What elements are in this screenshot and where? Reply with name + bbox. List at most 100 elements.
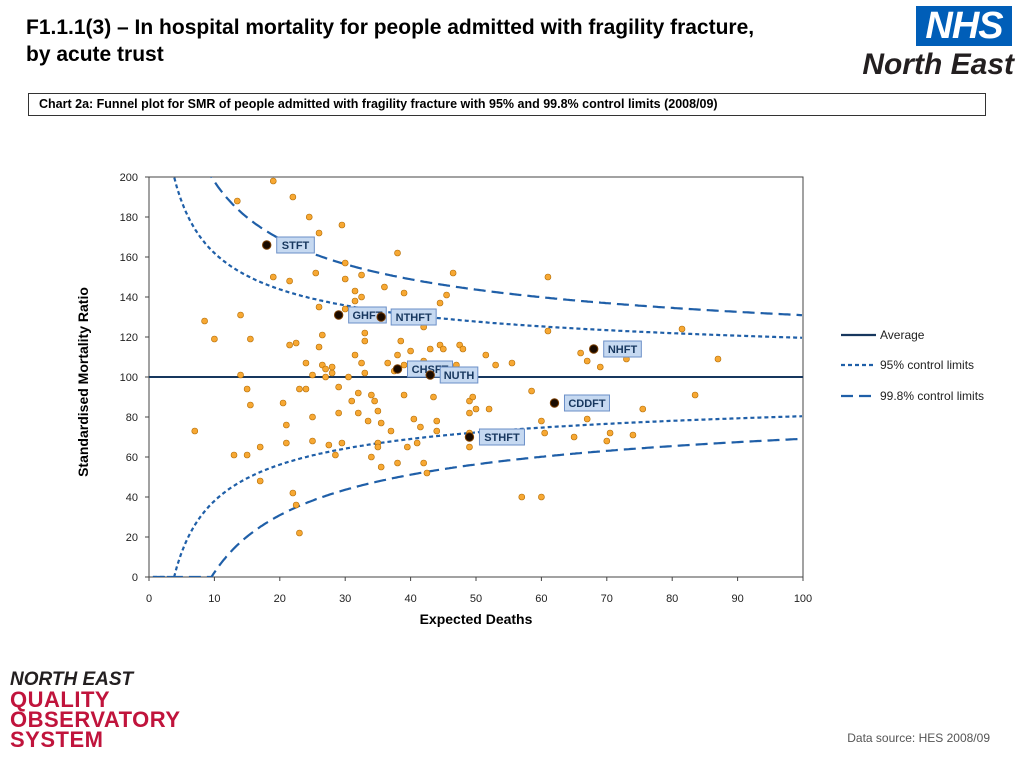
data-point bbox=[283, 439, 290, 447]
data-point bbox=[211, 335, 218, 343]
data-point bbox=[377, 419, 385, 427]
qos-logo-line-1: NORTH EAST bbox=[10, 669, 134, 690]
y-tick-label: 140 bbox=[120, 292, 138, 304]
highlight-point-ghft bbox=[333, 310, 344, 320]
data-point bbox=[305, 213, 313, 221]
data-point bbox=[570, 433, 578, 441]
data-point bbox=[348, 397, 356, 405]
data-point bbox=[400, 289, 408, 297]
data-point bbox=[629, 431, 637, 439]
nhs-north-east-logo: NHS North East bbox=[848, 6, 1018, 86]
data-point bbox=[400, 361, 408, 369]
slide-title-line-1: F1.1.1(3) – In hospital mortality for pe… bbox=[26, 16, 755, 39]
y-tick-label: 100 bbox=[120, 372, 138, 384]
data-point bbox=[472, 405, 480, 413]
data-point bbox=[544, 273, 552, 281]
x-axis-title: Expected Deaths bbox=[420, 611, 533, 627]
data-point bbox=[364, 417, 372, 425]
data-point bbox=[354, 409, 362, 417]
data-point bbox=[256, 477, 264, 485]
data-point bbox=[286, 341, 293, 349]
slide-title-line-2: by acute trust bbox=[26, 43, 164, 66]
data-point bbox=[309, 371, 316, 379]
control-limit-upper-long-dash bbox=[210, 177, 803, 317]
qos-logo-line-4: SYSTEM bbox=[10, 727, 104, 752]
data-point bbox=[302, 359, 310, 367]
data-point bbox=[583, 415, 591, 423]
data-point bbox=[397, 337, 405, 345]
highlight-point-stft bbox=[262, 240, 272, 250]
data-point bbox=[384, 359, 392, 367]
highlight-point-chsft bbox=[392, 364, 403, 374]
data-point bbox=[237, 371, 244, 379]
data-point bbox=[417, 423, 424, 431]
data-point bbox=[233, 197, 241, 205]
data-point bbox=[328, 363, 336, 371]
data-point bbox=[361, 369, 369, 377]
data-point bbox=[508, 359, 516, 367]
data-point bbox=[269, 177, 277, 185]
data-point bbox=[354, 389, 362, 397]
highlight-point-cddft bbox=[549, 398, 560, 408]
trust-label: GHFT bbox=[352, 310, 382, 322]
data-point bbox=[426, 345, 434, 353]
y-tick-label: 160 bbox=[120, 252, 138, 264]
trust-label: STHFT bbox=[484, 432, 520, 444]
trust-label: NUTH bbox=[444, 370, 475, 382]
data-point bbox=[319, 331, 326, 339]
y-tick-label: 40 bbox=[126, 492, 138, 504]
data-point bbox=[309, 437, 316, 445]
trust-label-box bbox=[348, 306, 387, 324]
data-point bbox=[325, 441, 333, 449]
x-tick-label: 50 bbox=[470, 593, 482, 605]
data-point bbox=[279, 399, 287, 407]
x-tick-label: 0 bbox=[146, 593, 152, 605]
data-point bbox=[338, 221, 346, 229]
trust-label-box bbox=[390, 308, 437, 326]
data-point bbox=[358, 293, 365, 301]
control-limit-lower-short-dash bbox=[152, 415, 803, 577]
x-tick-label: 40 bbox=[404, 593, 416, 605]
data-point bbox=[420, 459, 427, 467]
trust-label: CHSFT bbox=[412, 364, 449, 376]
data-point bbox=[338, 439, 346, 447]
legend-label: 95% control limits bbox=[880, 358, 974, 372]
x-tick-label: 60 bbox=[535, 593, 547, 605]
data-point bbox=[351, 351, 359, 359]
data-point bbox=[309, 413, 316, 421]
data-point bbox=[449, 269, 457, 277]
data-point bbox=[292, 339, 300, 347]
trust-label-box bbox=[563, 394, 610, 412]
data-point bbox=[691, 391, 699, 399]
data-point bbox=[492, 361, 499, 369]
legend-label: Average bbox=[880, 328, 925, 342]
data-point bbox=[374, 407, 382, 415]
data-point bbox=[518, 493, 526, 501]
chart-caption: Chart 2a: Funnel plot for SMR of people … bbox=[28, 93, 986, 116]
data-point bbox=[191, 427, 199, 435]
data-point bbox=[596, 363, 604, 371]
data-point bbox=[603, 437, 611, 445]
data-point bbox=[292, 501, 300, 509]
data-point bbox=[322, 373, 329, 381]
data-point bbox=[394, 351, 401, 359]
data-point bbox=[544, 327, 552, 335]
data-point bbox=[243, 385, 251, 393]
data-point bbox=[714, 355, 722, 363]
data-point bbox=[201, 317, 208, 325]
highlight-point-nhft bbox=[589, 344, 599, 354]
slide-title: F1.1.1(3) – In hospital mortality for pe… bbox=[26, 14, 826, 68]
data-point bbox=[368, 391, 375, 399]
data-point bbox=[541, 429, 548, 437]
data-point bbox=[269, 273, 277, 281]
x-tick-label: 90 bbox=[731, 593, 743, 605]
data-point bbox=[606, 429, 614, 437]
trust-label: STFT bbox=[282, 240, 310, 252]
data-point bbox=[377, 463, 385, 471]
data-point bbox=[433, 417, 441, 425]
data-point bbox=[328, 369, 336, 377]
x-tick-label: 20 bbox=[274, 593, 286, 605]
x-tick-label: 70 bbox=[601, 593, 613, 605]
data-point bbox=[381, 283, 388, 291]
